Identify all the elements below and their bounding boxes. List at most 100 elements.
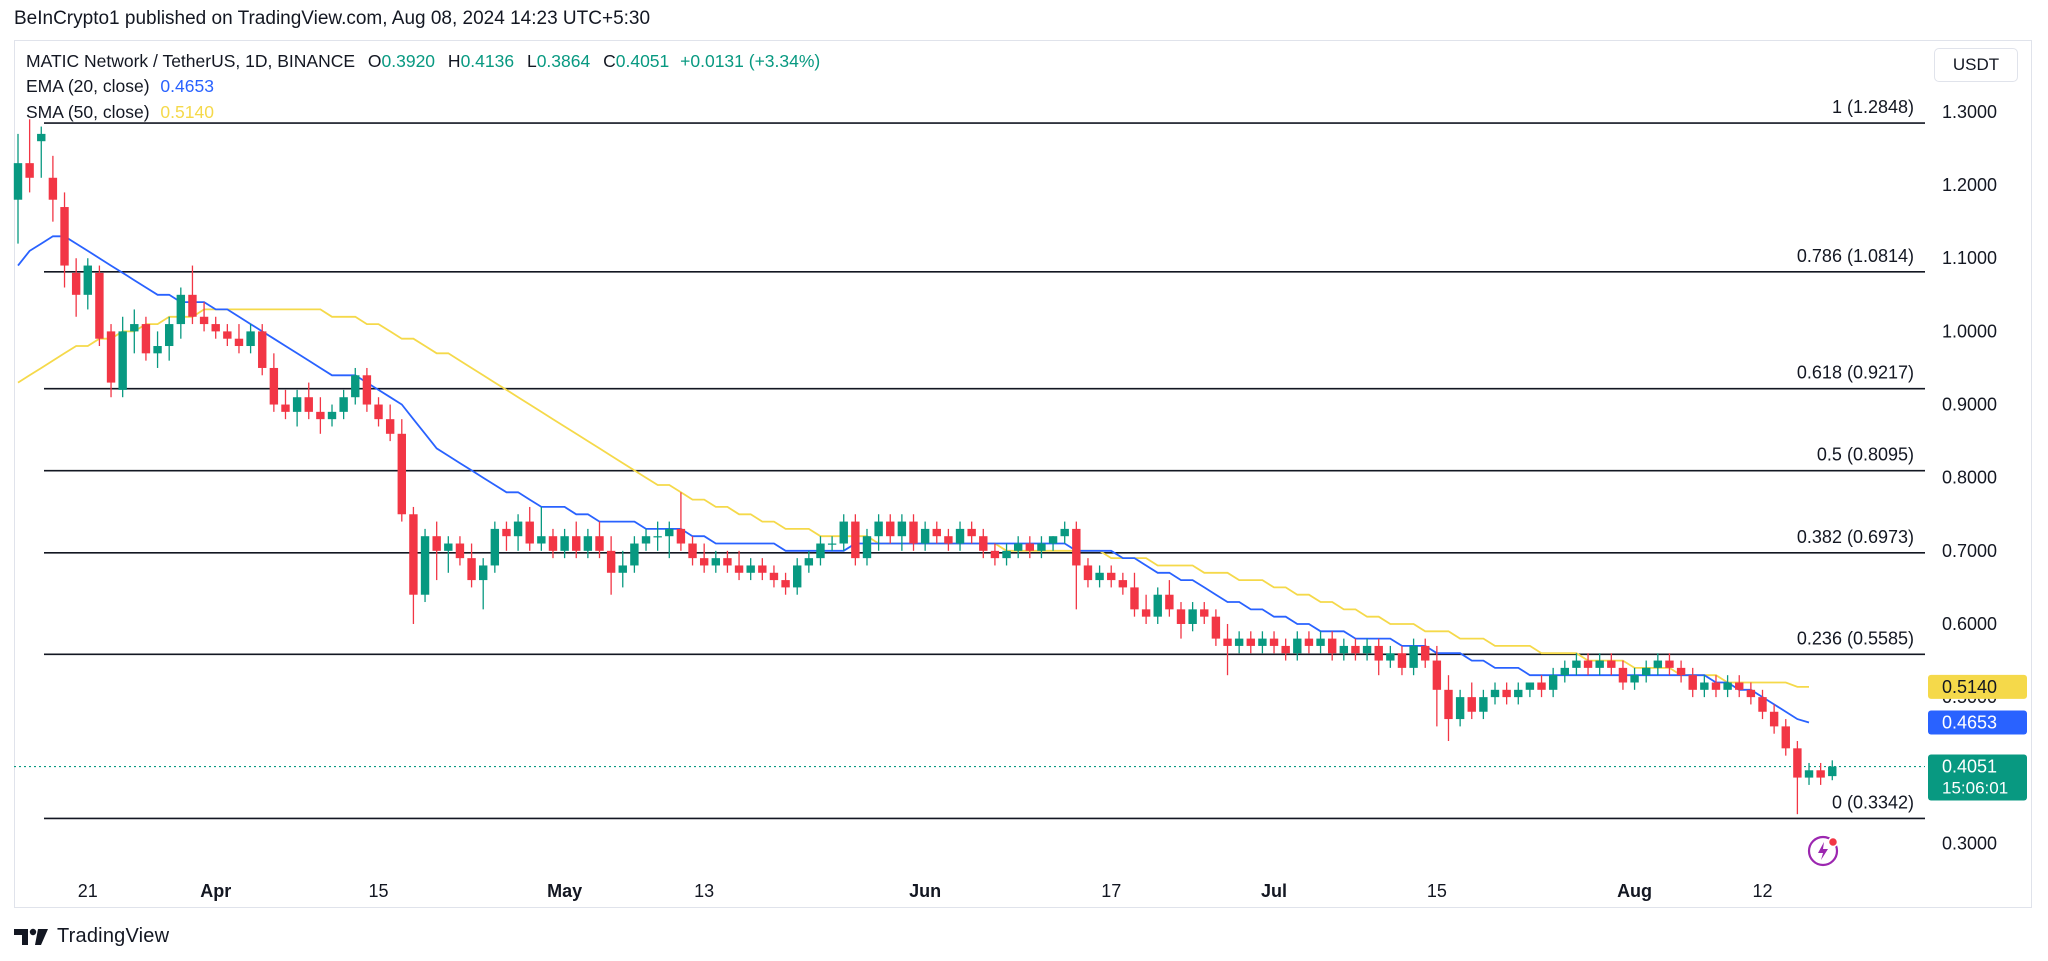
candle-body: [455, 543, 465, 559]
candle-body: [1769, 711, 1779, 727]
candle-body: [1013, 543, 1023, 551]
candle-body: [1514, 689, 1523, 698]
candle-body: [95, 272, 104, 339]
candle-body: [1200, 609, 1209, 617]
candle: [304, 382, 313, 420]
candle: [1735, 675, 1744, 698]
candle-body: [1397, 653, 1407, 668]
candle: [1327, 631, 1337, 661]
candle: [1351, 638, 1360, 661]
candle: [955, 521, 965, 551]
candle: [1688, 667, 1697, 698]
candle-body: [1339, 645, 1349, 654]
candle: [95, 265, 104, 347]
price-badge-countdown: 15:06:01: [1942, 779, 2008, 798]
close-value: 0.4051: [615, 51, 670, 71]
candle: [258, 324, 267, 376]
candle: [420, 528, 430, 603]
low-value: 0.3864: [536, 51, 591, 71]
candle-body: [48, 177, 58, 200]
legend-ema-row[interactable]: EMA (20, close) 0.4653: [26, 76, 214, 97]
candle-body: [1432, 660, 1442, 690]
candle: [385, 404, 395, 442]
candle-body: [234, 338, 244, 347]
candle: [1548, 667, 1558, 698]
candle-body: [211, 324, 220, 332]
candle-body: [1258, 638, 1267, 646]
candle-body: [746, 565, 755, 573]
candle-body: [1467, 697, 1476, 712]
candle-body: [1409, 645, 1418, 668]
price-badge: 0.5140: [1928, 674, 2027, 699]
candle: [1665, 653, 1674, 676]
candle-body: [1107, 572, 1116, 581]
candle-body: [351, 375, 360, 398]
candle-body: [1444, 689, 1453, 720]
candle-body: [420, 536, 430, 595]
candle: [269, 353, 279, 412]
candle: [653, 521, 662, 551]
candle: [1037, 536, 1046, 559]
currency-button[interactable]: USDT: [1934, 48, 2018, 82]
candle-body: [106, 331, 116, 383]
candle-body: [327, 411, 337, 420]
price-badge-bg: [1928, 710, 2027, 735]
candle-body: [548, 536, 558, 551]
candle: [1048, 536, 1058, 551]
candle-body: [1711, 682, 1721, 690]
candle: [444, 536, 453, 573]
candle-body: [1153, 594, 1162, 617]
legend-sma-row[interactable]: SMA (50, close) 0.5140: [26, 102, 214, 123]
candle: [1828, 760, 1837, 781]
legend-symbol-row: MATIC Network / TetherUS, 1D, BINANCE O0…: [26, 51, 820, 72]
price-badge: 0.4051 15:06:01: [1928, 754, 2027, 801]
candle-body: [688, 543, 697, 559]
candle-body: [1804, 770, 1814, 778]
candle: [1281, 638, 1290, 661]
candle: [1200, 602, 1209, 624]
candle: [1223, 623, 1232, 676]
candle-body: [1048, 536, 1058, 544]
candle: [1769, 704, 1779, 734]
candle: [886, 514, 895, 544]
candle-body: [1316, 638, 1325, 646]
candle-body: [1362, 645, 1372, 654]
candle: [862, 528, 872, 566]
candle-body: [444, 543, 453, 551]
flash-icon[interactable]: [1807, 834, 1841, 868]
candle: [1072, 521, 1081, 610]
candle-body: [1351, 645, 1360, 654]
candle-body: [665, 528, 674, 537]
tradingview-logo[interactable]: TradingView: [14, 925, 169, 948]
candle-body: [1060, 528, 1069, 537]
candle-body: [432, 536, 441, 551]
candle: [351, 367, 360, 405]
candle-body: [1525, 682, 1535, 690]
candle: [1269, 631, 1279, 654]
candle: [1095, 565, 1104, 588]
y-tick-label: 0.9000: [1942, 395, 1997, 415]
candle: [1514, 682, 1523, 705]
candle: [141, 316, 151, 361]
candle-body: [827, 543, 837, 545]
candle-body: [1572, 660, 1581, 668]
x-tick-label: 15: [1427, 881, 1447, 901]
candle-body: [409, 514, 418, 595]
candle-body: [281, 404, 290, 412]
candle-body: [1025, 543, 1035, 551]
candle: [688, 536, 697, 566]
candle: [1781, 719, 1790, 756]
y-tick-label: 1.1000: [1942, 248, 1997, 268]
candle-body: [1537, 682, 1546, 690]
candle: [1525, 682, 1535, 698]
candle-body: [1188, 609, 1197, 624]
candle: [1583, 653, 1593, 676]
candle-body: [1490, 689, 1500, 698]
x-tick-label: 12: [1752, 881, 1772, 901]
low-label: L: [526, 51, 537, 71]
candle-body: [292, 397, 302, 412]
candle: [1234, 631, 1244, 654]
candle-body: [1618, 667, 1628, 683]
candle: [1339, 638, 1349, 661]
